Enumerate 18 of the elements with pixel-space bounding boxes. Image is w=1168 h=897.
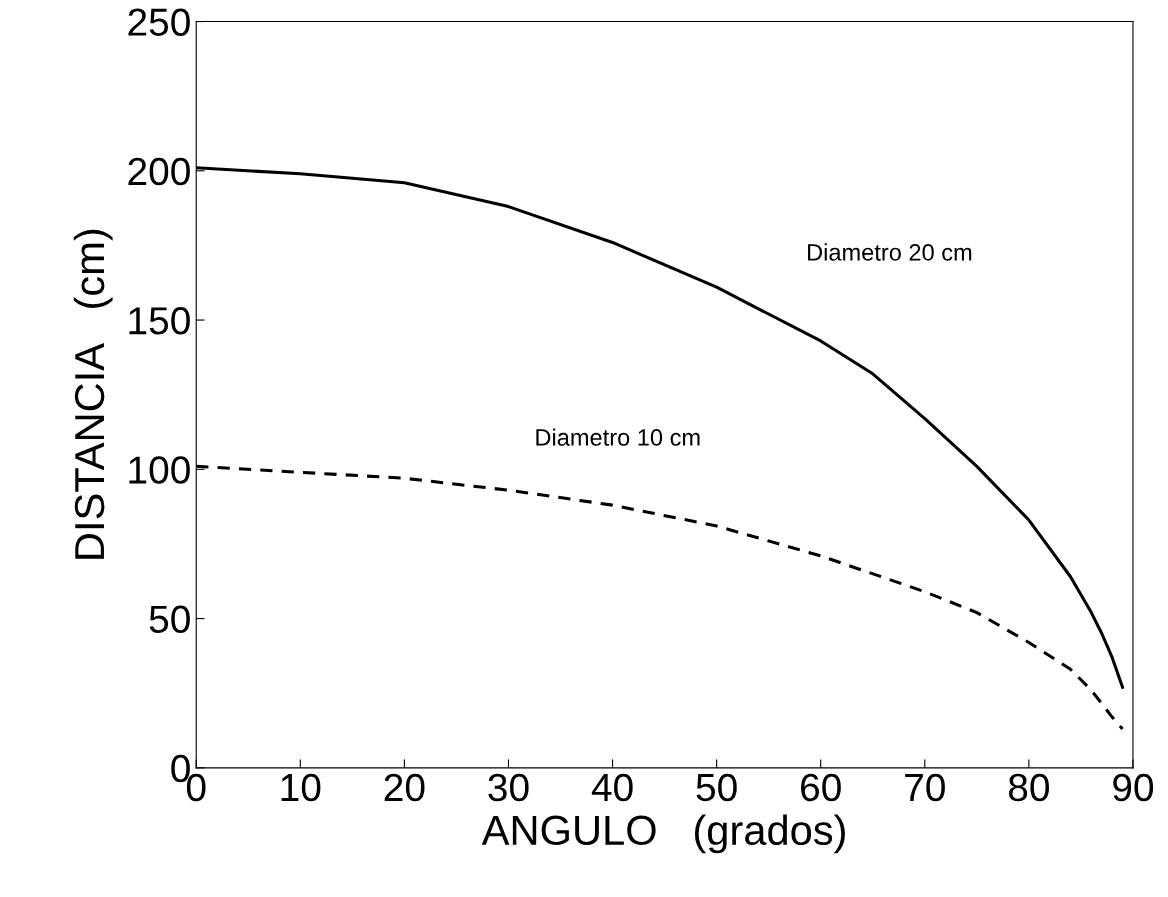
x-tick-label: 40 — [591, 773, 633, 802]
y-tick-label: 200 — [128, 157, 190, 186]
x-tick-label: 50 — [696, 773, 737, 802]
text: Diametro 20 cm — [808, 243, 972, 261]
x-axis-title: ANGULO (grados) — [481, 814, 845, 854]
x-tick-label: 10 — [281, 773, 321, 802]
y-tick-label: 100 — [129, 456, 190, 484]
x-tick-label: 60 — [801, 773, 841, 802]
y-tick-label: 250 — [128, 8, 190, 36]
x-tick-label: 70 — [905, 773, 945, 802]
x-tick-label: 20 — [384, 773, 425, 802]
x-tick-label: 30 — [488, 773, 529, 802]
y-tick-label: 50 — [149, 605, 190, 634]
y-axis-title: DISTANCIA (cm) — [73, 229, 113, 559]
x-tick-label: 80 — [1008, 773, 1049, 802]
text: Diametro 10 cm — [536, 428, 700, 446]
x-tick-label: 90 — [1113, 773, 1154, 802]
y-tick-label: 150 — [129, 306, 190, 335]
